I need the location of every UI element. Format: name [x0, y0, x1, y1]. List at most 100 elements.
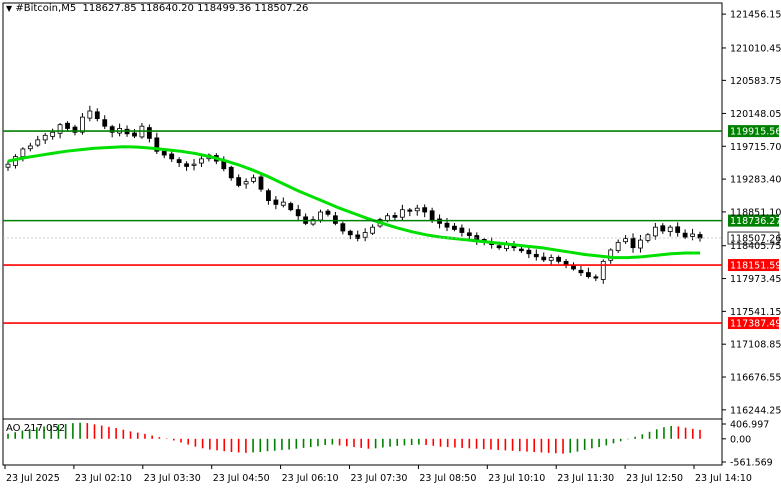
candle-body	[27, 145, 33, 150]
candle-body	[50, 131, 56, 137]
candle-body	[697, 234, 703, 239]
candle-body	[347, 230, 353, 236]
price-tick-label: 117108.85	[730, 340, 781, 351]
candle-body	[638, 239, 643, 249]
level-badge-text: 118736.27	[730, 216, 781, 227]
candle-body	[243, 181, 249, 185]
candle-body	[87, 110, 93, 119]
candle-body	[690, 233, 695, 237]
time-tick-label: 23 Jul 08:50	[419, 473, 476, 484]
candle-body	[615, 241, 621, 252]
candle	[199, 154, 204, 168]
candle-body	[191, 163, 197, 166]
candle-body	[370, 226, 376, 234]
candle	[251, 174, 256, 184]
candle	[303, 213, 309, 226]
plot-border	[2, 2, 723, 466]
candle-body	[109, 126, 115, 133]
candle	[422, 204, 428, 218]
candle-body	[258, 176, 264, 190]
candle	[65, 121, 70, 132]
candle	[5, 160, 11, 171]
price-tick-label: 117541.15	[730, 307, 781, 318]
open-value: 118627.85	[82, 3, 137, 14]
candle	[519, 246, 524, 253]
candle	[660, 223, 666, 234]
candle-body	[362, 232, 368, 238]
candle	[600, 259, 606, 284]
time-tick-label: 23 Jul 2025	[6, 473, 60, 484]
candle-body	[80, 116, 85, 133]
candle	[295, 204, 301, 221]
candle	[459, 224, 465, 237]
candle	[690, 228, 695, 241]
time-tick-label: 23 Jul 11:30	[557, 473, 614, 484]
price-tick-label: 121010.45	[730, 43, 781, 54]
current-price: 118507.26	[3, 231, 781, 245]
candle	[556, 255, 562, 264]
candle	[280, 197, 286, 208]
candle-body	[57, 124, 63, 134]
candle	[452, 222, 457, 232]
candle	[578, 265, 584, 276]
candle-body	[526, 249, 532, 255]
candle	[675, 222, 681, 237]
candle-body	[280, 201, 286, 206]
level-badge-bg	[728, 259, 779, 272]
moving-average	[7, 145, 700, 260]
candle-body	[332, 215, 338, 224]
candle	[399, 204, 405, 221]
candle	[526, 247, 532, 259]
price-tick-label: 117973.45	[730, 274, 781, 285]
candle-body	[407, 209, 413, 212]
candle	[325, 209, 331, 217]
candle	[407, 207, 413, 217]
candle	[548, 254, 554, 266]
price-tick-label: 118405.75	[730, 241, 781, 252]
price-tick-label: 119283.40	[730, 175, 781, 186]
candle	[228, 165, 234, 181]
candle	[117, 123, 123, 137]
price-tick-label: 116244.25	[730, 405, 781, 416]
candle	[243, 178, 249, 189]
ma-line	[7, 145, 700, 260]
level-badge-text: 119915.56	[730, 127, 781, 138]
candle	[154, 132, 160, 155]
candle-body	[578, 269, 584, 274]
candle-body	[273, 199, 279, 205]
candle-body	[42, 134, 48, 141]
candle-body	[161, 151, 167, 156]
candle	[623, 235, 628, 245]
candle-body	[228, 166, 234, 179]
candle-body	[132, 132, 137, 137]
candle-body	[20, 148, 26, 157]
time-tick-label: 23 Jul 14:10	[695, 473, 752, 484]
candle	[533, 249, 539, 261]
symbol-header: ▼ #Bitcoin,M5 118627.85 118640.20 118499…	[6, 3, 308, 14]
candle-body	[675, 226, 681, 233]
candle-body	[251, 177, 256, 182]
candle-body	[466, 232, 472, 236]
candle-body	[94, 111, 100, 120]
candle	[169, 150, 175, 163]
candle-body	[199, 158, 204, 164]
level-badge-bg	[728, 317, 779, 330]
candle-body	[392, 215, 398, 218]
candle-body	[608, 249, 614, 261]
symbol-name: #Bitcoin,M5	[15, 3, 77, 14]
candle	[370, 224, 376, 236]
candle	[176, 157, 182, 167]
close-value: 118507.26	[254, 3, 309, 14]
level-badge-text: 117387.49	[730, 319, 781, 330]
candle-body	[5, 163, 11, 168]
price-axis: 121456.15 121010.45 120583.75 120148.05 1197…	[722, 10, 781, 416]
candle-body	[295, 209, 301, 217]
level-badge-text: 118151.59	[730, 261, 781, 272]
candle	[94, 108, 100, 122]
candle	[392, 212, 398, 221]
candle	[355, 230, 361, 242]
candle-body	[146, 127, 152, 139]
candle	[266, 188, 271, 205]
high-value: 118640.20	[139, 3, 194, 14]
